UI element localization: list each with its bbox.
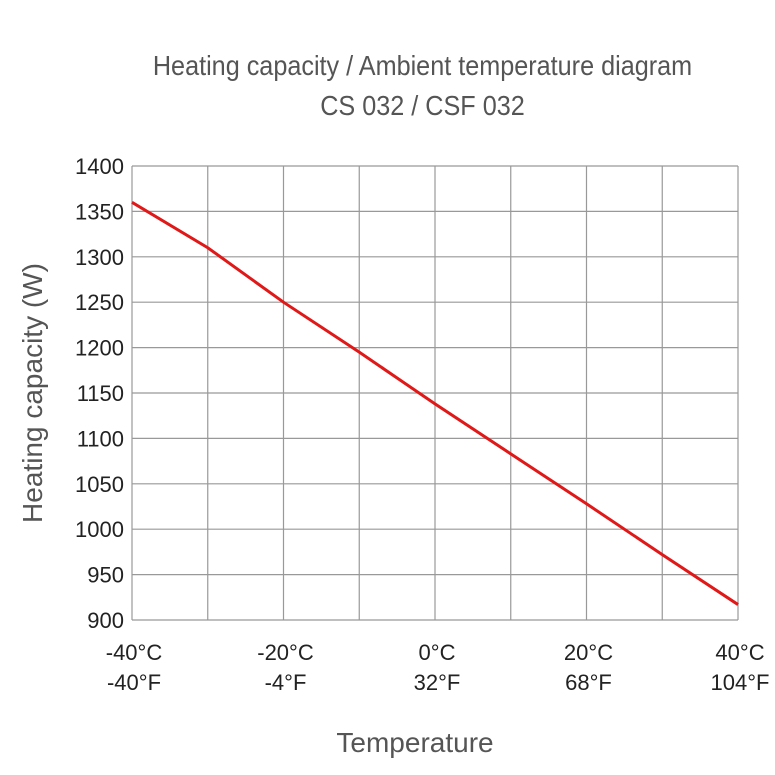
x-tick-label-fahrenheit: 104°F (711, 670, 770, 695)
x-tick-label-celsius: 20°C (564, 640, 613, 665)
y-tick-label: 1200 (75, 336, 124, 361)
x-tick-label-celsius: -20°C (257, 640, 314, 665)
series-line (131, 201, 739, 606)
y-tick-label: 1150 (77, 381, 124, 406)
x-tick-label-fahrenheit: -4°F (265, 670, 307, 695)
y-tick-label: 900 (87, 608, 124, 633)
y-tick-label: 1350 (75, 199, 124, 224)
chart-subtitle: CS 032 / CSF 032 (320, 90, 525, 121)
y-tick-label: 1100 (77, 426, 124, 451)
y-tick-label: 1300 (75, 245, 124, 270)
x-tick-label-fahrenheit: -40°F (107, 670, 161, 695)
x-tick-label-fahrenheit: 32°F (414, 670, 461, 695)
x-axis-label: Temperature (336, 727, 493, 758)
chart-title: Heating capacity / Ambient temperature d… (152, 50, 693, 81)
x-tick-label-celsius: 0°C (419, 640, 456, 665)
y-tick-label: 950 (87, 563, 124, 588)
y-axis-label: Heating capacity (W) (17, 263, 48, 523)
x-tick-label-fahrenheit: 68°F (565, 670, 612, 695)
x-tick-label-celsius: 40°C (715, 640, 764, 665)
y-tick-label: 1400 (75, 154, 124, 179)
y-tick-label: 1000 (75, 517, 124, 542)
y-tick-label: 1250 (75, 290, 124, 315)
x-tick-label-celsius: -40°C (106, 640, 163, 665)
y-tick-label: 1050 (75, 472, 124, 497)
